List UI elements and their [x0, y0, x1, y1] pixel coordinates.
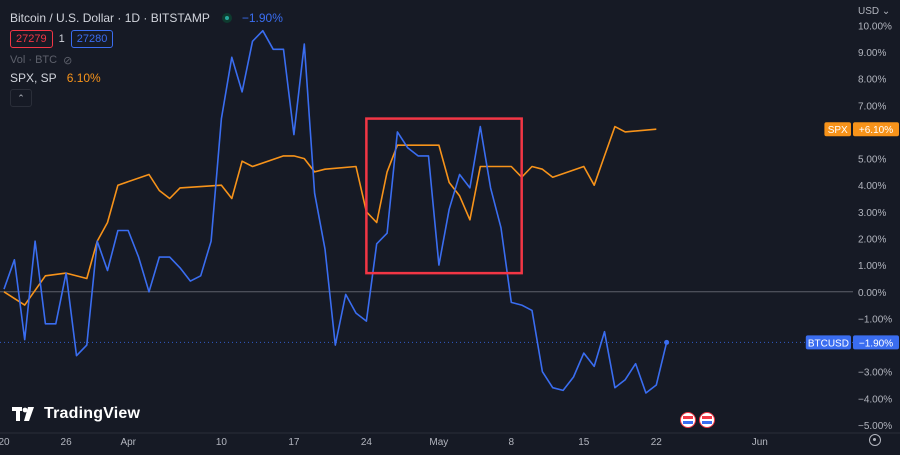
us-flag-event-icon[interactable]: [699, 412, 715, 428]
spx-row: SPX, SP 6.10%: [10, 69, 283, 87]
settings-icon[interactable]: [869, 434, 881, 446]
volume-label: Vol · BTC: [10, 54, 58, 66]
y-tick-label: 0.00%: [858, 288, 886, 299]
y-tick-label: 9.00%: [858, 48, 886, 59]
symbol-row: Bitcoin / U.S. Dollar · 1D · BITSTAMP −1…: [10, 9, 283, 27]
y-tick-label: 5.00%: [858, 155, 886, 166]
highlight-box: [365, 117, 523, 275]
chevron-up-icon: ⌃: [17, 92, 25, 103]
y-tick-label: −1.00%: [858, 314, 892, 325]
chevron-down-icon: ⌄: [881, 6, 891, 17]
collapse-legend-button[interactable]: ⌃: [10, 89, 32, 107]
tradingview-logo-text: TradingView: [44, 405, 141, 422]
y-tick-label: −4.00%: [858, 394, 892, 405]
x-tick-label: 10: [216, 437, 228, 448]
y-tick-label: 7.00%: [858, 101, 886, 112]
tradingview-logo-icon: [12, 407, 34, 421]
btcusd-value-label: −1.90%: [859, 338, 893, 349]
spx-label[interactable]: SPX, SP: [10, 71, 57, 85]
chart-legend: Bitcoin / U.S. Dollar · 1D · BITSTAMP −1…: [10, 9, 283, 107]
buy-price-button[interactable]: 27280: [70, 30, 114, 48]
y-tick-label: 2.00%: [858, 234, 886, 245]
y-tick-label: 4.00%: [858, 181, 886, 192]
currency-selector[interactable]: USD ⌄: [858, 6, 890, 17]
spx-value-tag: [853, 122, 899, 137]
y-tick-label: 3.00%: [858, 208, 886, 219]
eye-hidden-icon[interactable]: ⊘: [63, 54, 73, 67]
market-open-icon: [221, 13, 232, 23]
y-tick-label: 1.00%: [858, 261, 886, 272]
x-tick-label: Jun: [752, 437, 768, 448]
y-tick-label: 8.00%: [858, 75, 886, 86]
x-tick-label: 22: [651, 437, 663, 448]
x-tick-label: 17: [288, 437, 300, 448]
x-tick-label: 15: [578, 437, 590, 448]
y-tick-label: −5.00%: [858, 421, 892, 432]
us-flag-event-icon[interactable]: [680, 412, 696, 428]
x-tick-label: 8: [509, 437, 515, 448]
volume-row: Vol · BTC ⊘: [10, 51, 283, 69]
spx-name-tag: [824, 122, 851, 137]
spx-series-line: [3, 125, 657, 306]
spx-name-label: SPX: [828, 125, 848, 136]
currency-label: USD: [858, 6, 880, 17]
btcusd-name-label: BTCUSD: [808, 338, 849, 349]
x-tick-label: Apr: [120, 437, 136, 448]
quantity: 1: [58, 33, 65, 45]
x-tick-label: 20: [0, 437, 10, 448]
x-tick-label: 26: [61, 437, 73, 448]
sell-price-button[interactable]: 27279: [10, 30, 53, 48]
btcusd-name-tag: [805, 335, 851, 350]
collapse-row: ⌃: [10, 89, 283, 107]
tradingview-logo: TradingView: [12, 405, 140, 423]
btcusd-series-line: [3, 29, 668, 394]
spx-change: 6.10%: [66, 71, 101, 85]
y-tick-label: 10.00%: [858, 21, 892, 32]
btcusd-last-point: [664, 339, 670, 345]
y-tick-label: −3.00%: [858, 368, 892, 379]
symbol-title[interactable]: Bitcoin / U.S. Dollar · 1D · BITSTAMP: [10, 11, 210, 25]
btcusd-value-tag: [853, 335, 899, 350]
spx-value-label: +6.10%: [859, 125, 893, 136]
symbol-change: −1.90%: [241, 11, 283, 25]
x-tick-label: May: [429, 437, 448, 448]
order-row: 27279 1 27280: [10, 30, 283, 48]
x-tick-label: 24: [361, 437, 373, 448]
